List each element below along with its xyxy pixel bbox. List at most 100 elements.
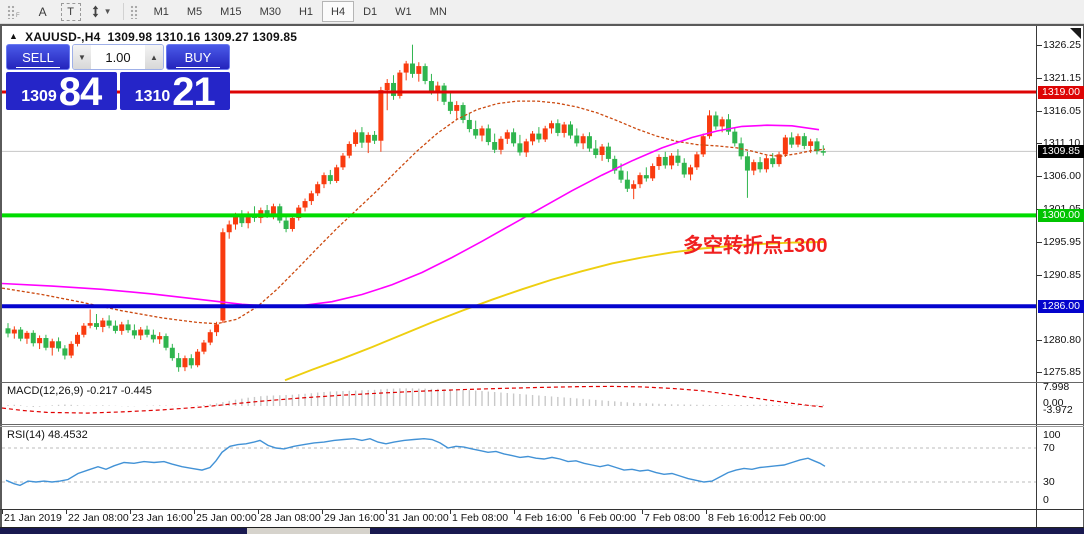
rsi-canvas <box>2 437 1036 487</box>
date-label: 28 Jan 08:00 <box>260 512 321 524</box>
timeframe-button-h4[interactable]: H4 <box>322 1 355 22</box>
date-label: 6 Feb 00:00 <box>580 512 637 524</box>
timeframe-button-m30[interactable]: M30 <box>259 5 281 18</box>
buy-price-display[interactable]: 1310 21 <box>119 72 230 110</box>
macd-axis-label: -3.972 <box>1043 404 1073 416</box>
date-label: 8 Feb 16:00 <box>708 512 765 524</box>
rsi-axis-label: 0 <box>1043 494 1049 506</box>
date-label: 25 Jan 00:00 <box>196 512 257 524</box>
chart-annotation-text: 多空转折点1300 <box>683 235 828 257</box>
sell-button[interactable]: SELL <box>6 44 70 70</box>
timeframe-button-m5[interactable]: M5 <box>186 5 203 18</box>
chevron-down-icon: ▼ <box>103 7 112 16</box>
date-tick <box>450 510 451 514</box>
annotate-text-button[interactable]: A <box>38 4 47 19</box>
price-label: 1275.85 <box>1043 366 1081 379</box>
toolbar-separator <box>122 3 124 20</box>
autoscroll-corner-icon[interactable] <box>1070 28 1081 39</box>
panel-divider[interactable] <box>0 382 1084 383</box>
buy-button[interactable]: BUY <box>166 44 230 70</box>
timeframe-button-w1[interactable]: W1 <box>395 5 412 18</box>
date-label: 23 Jan 16:00 <box>132 512 193 524</box>
date-label: 29 Jan 16:00 <box>324 512 385 524</box>
symbol-period-label: XAUUSD-,H4 <box>25 30 101 44</box>
price-tick <box>1037 274 1042 276</box>
date-label: 7 Feb 08:00 <box>644 512 701 524</box>
volume-decrease-button[interactable]: ▼ <box>73 45 91 69</box>
swap-arrows-icon <box>92 5 98 18</box>
macd-label: MACD(12,26,9) -0.217 -0.445 <box>7 385 152 397</box>
toolbar: F A T ▼ M1 M5 M15 M30 H1 H4 D1 W1 MN <box>0 0 1084 24</box>
chart-window-top-border <box>0 24 1084 26</box>
text-label-tool-button[interactable]: T <box>60 2 81 21</box>
date-tick <box>2 510 3 514</box>
date-tick <box>706 510 707 514</box>
date-label: 1 Feb 08:00 <box>452 512 509 524</box>
timeframe-toolbar-grip-icon[interactable] <box>129 4 139 19</box>
ohlc-values: 1309.98 1310.16 1309.27 1309.85 <box>107 30 298 44</box>
timeframe-button-h1[interactable]: H1 <box>298 5 314 18</box>
price-label: 1280.80 <box>1043 333 1081 346</box>
chart-title: ▲ XAUUSD-,H4 1309.98 1310.16 1309.27 130… <box>9 30 297 44</box>
timeframe-button-mn[interactable]: MN <box>429 5 447 18</box>
timeframe-toolbar: M1 M5 M15 M30 H1 H4 D1 W1 MN <box>145 1 456 22</box>
price-label: 1306.00 <box>1043 170 1081 183</box>
date-tick <box>762 510 763 514</box>
date-label: 12 Feb 00:00 <box>764 512 826 524</box>
rsi-axis-label: 70 <box>1043 442 1055 454</box>
price-axis-border <box>1036 26 1037 527</box>
date-tick <box>386 510 387 514</box>
date-tick <box>66 510 67 514</box>
rsi-axis-label: 100 <box>1043 429 1061 441</box>
date-tick <box>642 510 643 514</box>
colors-dropdown-button[interactable]: ▼ <box>83 1 118 23</box>
price-tick <box>1037 45 1042 46</box>
date-tick <box>514 510 515 514</box>
price-tick <box>1037 372 1042 374</box>
timeframe-button-m15[interactable]: M15 <box>220 5 242 18</box>
macd-canvas <box>2 385 826 414</box>
price-chart-canvas[interactable] <box>2 26 1036 382</box>
date-tick <box>322 510 323 514</box>
price-label: 1290.85 <box>1043 268 1081 281</box>
price-tick <box>1037 143 1042 145</box>
volume-input[interactable] <box>91 45 145 69</box>
price-label: 1295.95 <box>1043 235 1081 248</box>
date-tick <box>578 510 579 514</box>
date-tick <box>130 510 131 514</box>
toolbar-grip-icon[interactable] <box>7 4 16 19</box>
price-badge-1286.00: 1286.00 <box>1038 299 1084 313</box>
panel-divider-inner <box>0 426 1084 427</box>
date-tick <box>194 510 195 514</box>
price-label: 1321.15 <box>1043 72 1081 85</box>
macd-axis-label: 0.00 <box>1043 397 1064 409</box>
price-tick <box>1037 176 1042 178</box>
volume-stepper: ▼ ▲ <box>72 44 164 70</box>
timeframe-button-d1[interactable]: D1 <box>363 5 378 18</box>
chart-window-left-border <box>0 24 2 528</box>
time-axis-border <box>0 509 1084 510</box>
date-tick <box>258 510 259 514</box>
date-label: 4 Feb 16:00 <box>516 512 573 524</box>
price-tick <box>1037 241 1042 243</box>
one-click-trading-widget: SELL ▼ ▲ BUY 1309 84 1310 21 <box>6 44 230 111</box>
price-tick <box>1037 111 1042 113</box>
panel-divider[interactable] <box>0 424 1084 425</box>
price-badge-1309.85: 1309.85 <box>1038 144 1084 158</box>
price-tick <box>1037 339 1042 341</box>
timeframe-button-m1[interactable]: M1 <box>153 5 169 18</box>
symbol-marker-icon: ▲ <box>9 31 19 41</box>
bottom-border <box>0 527 1084 528</box>
sell-price-display[interactable]: 1309 84 <box>6 72 117 110</box>
price-badge-1319.00: 1319.00 <box>1038 85 1084 99</box>
date-label: 21 Jan 2019 <box>4 512 62 524</box>
date-label: 31 Jan 00:00 <box>388 512 449 524</box>
bottom-scroll-segment[interactable] <box>247 528 370 534</box>
macd-axis-label: 7.998 <box>1043 381 1070 393</box>
price-label: 1316.05 <box>1043 105 1081 118</box>
rsi-axis-label: 30 <box>1043 476 1055 488</box>
bottom-edge-strip <box>0 528 1084 534</box>
volume-increase-button[interactable]: ▲ <box>145 45 163 69</box>
rsi-label: RSI(14) 48.4532 <box>7 429 88 441</box>
